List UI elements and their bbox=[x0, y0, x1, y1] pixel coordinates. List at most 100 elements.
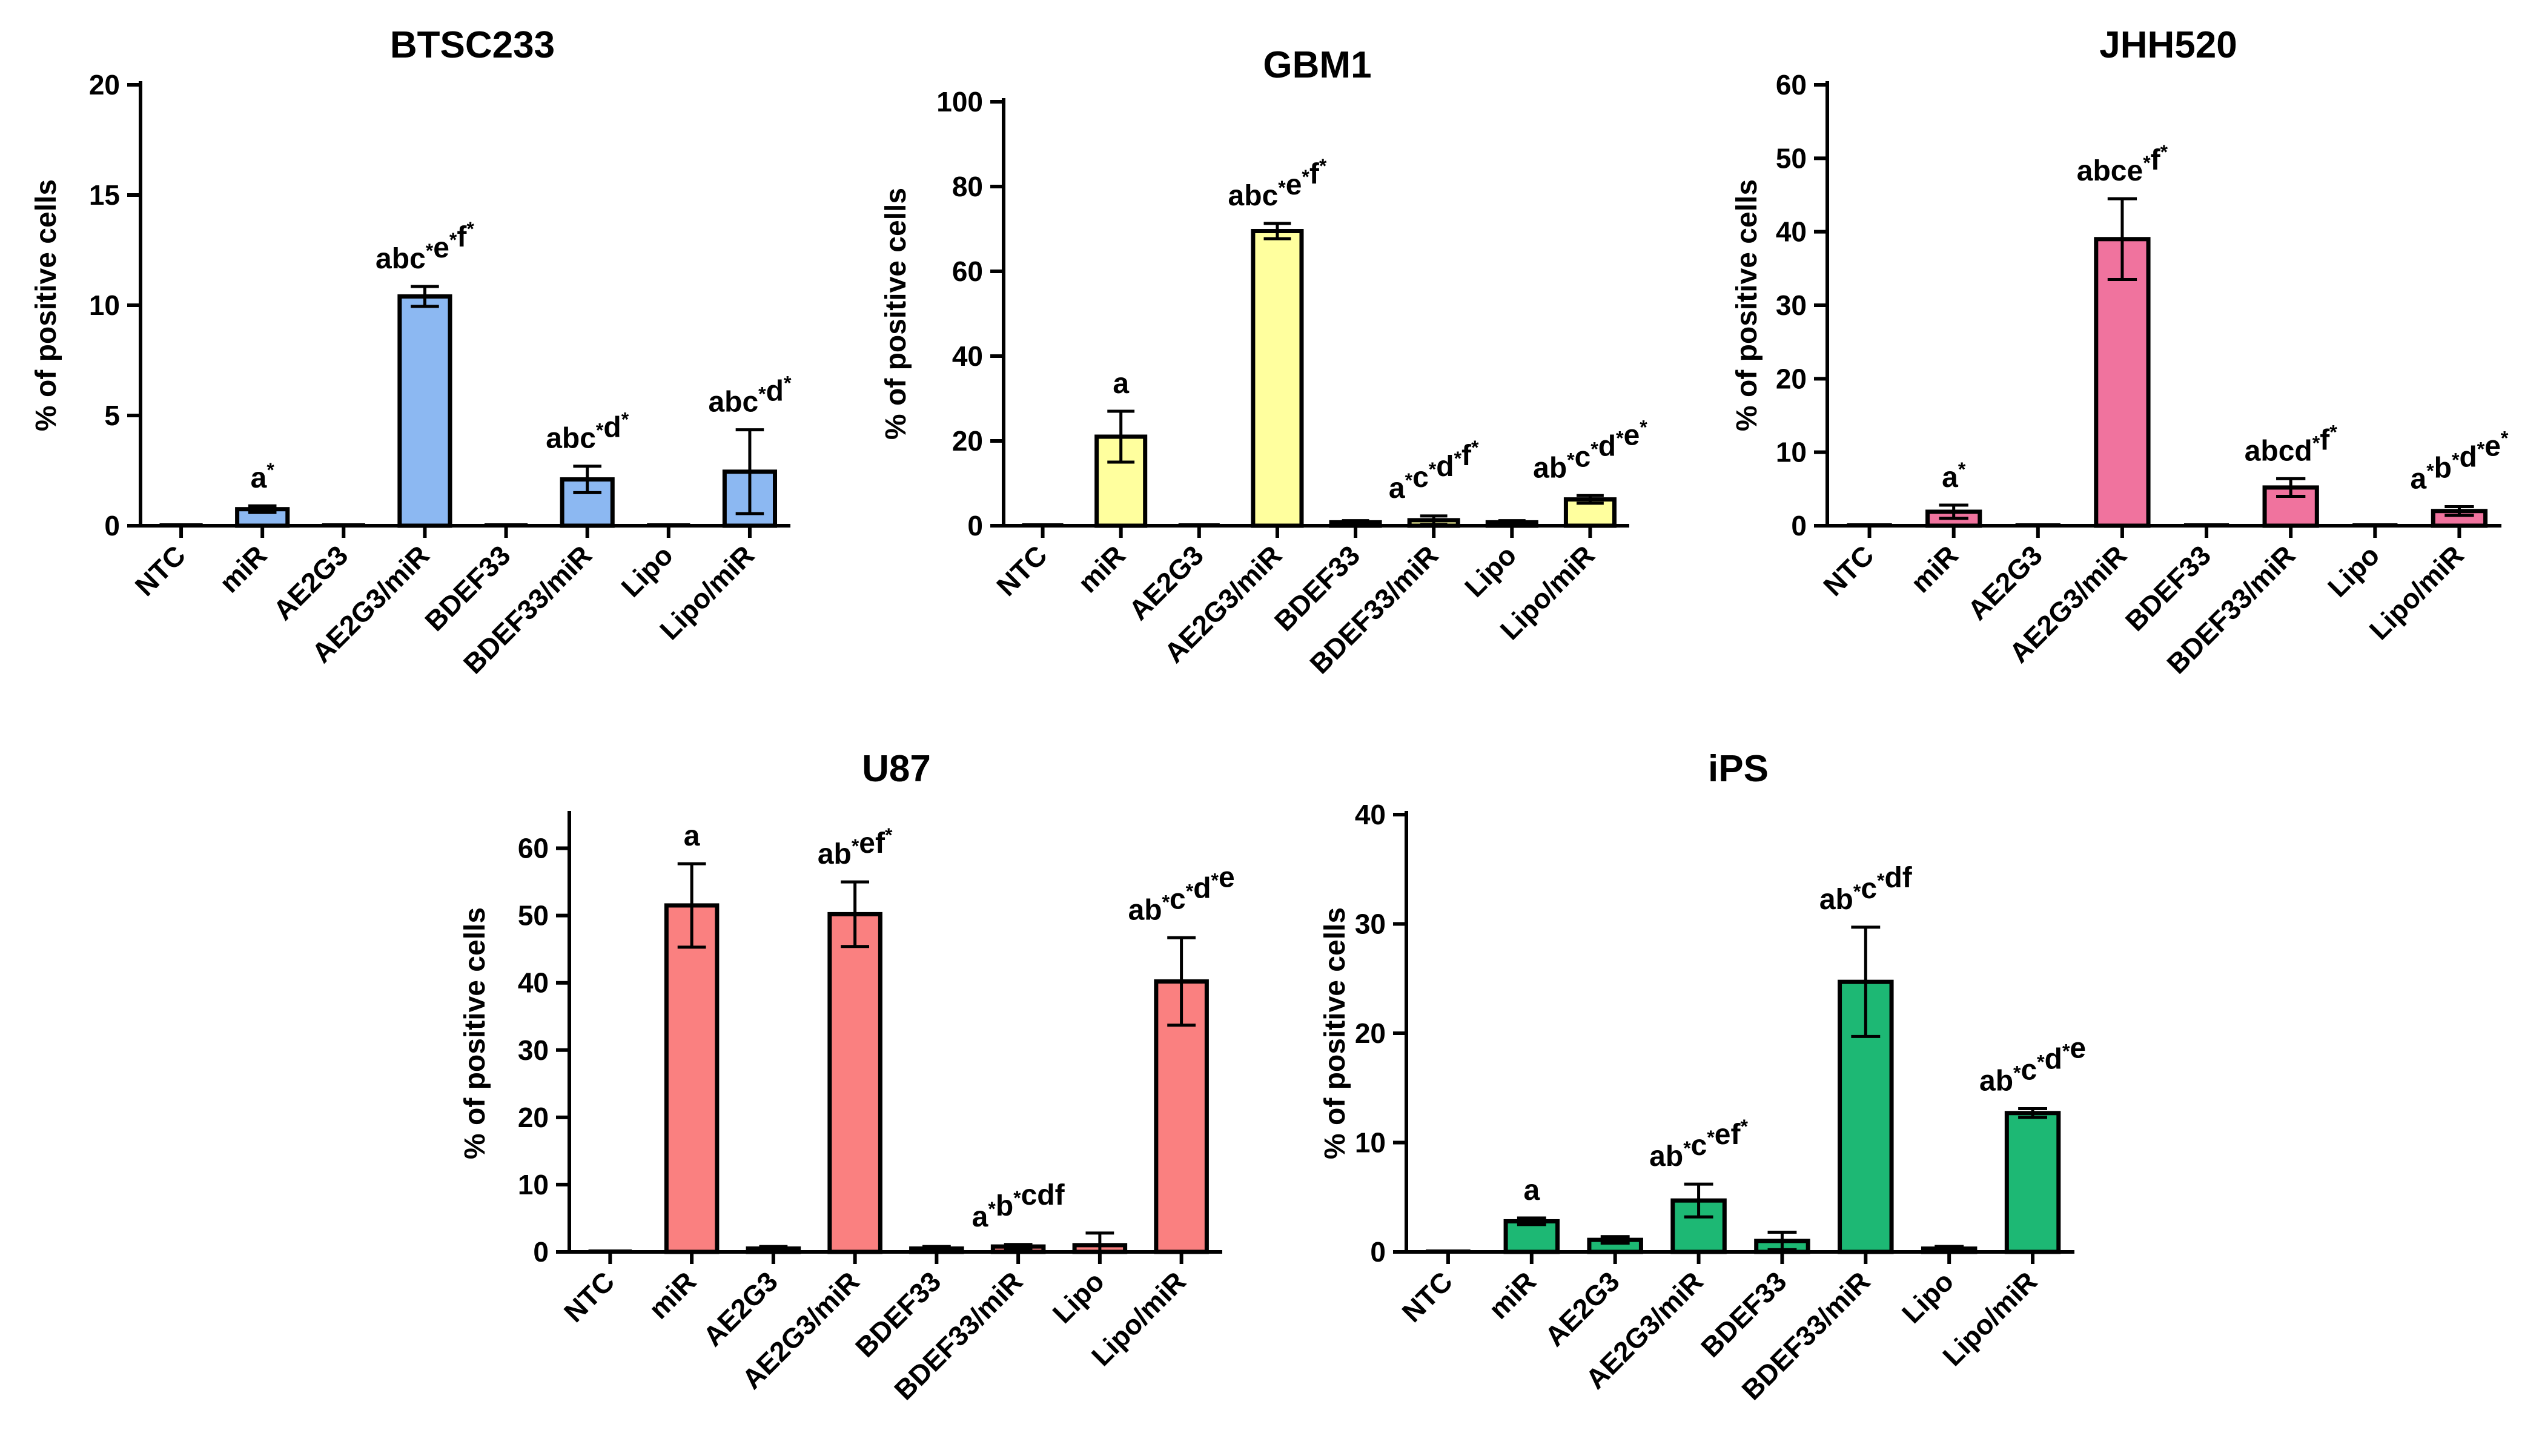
error-bar bbox=[1342, 519, 1369, 526]
error-bar bbox=[1600, 1235, 1630, 1245]
y-axis-label: % of positive cells bbox=[459, 907, 491, 1159]
error-bar bbox=[1263, 222, 1291, 240]
significance-label: a bbox=[684, 820, 700, 852]
chart-title: iPS bbox=[1708, 748, 1769, 790]
bar-ae2g3-mir bbox=[2094, 237, 2151, 528]
significance-label: abc*d* bbox=[546, 409, 629, 455]
y-tick-label: 20 bbox=[518, 1102, 549, 1133]
error-bar bbox=[1167, 936, 1196, 1027]
chart-panel-gbm1: GBM1 % of positive cells 0 20 40 60 80 100 NTC a m… bbox=[880, 44, 1647, 680]
x-tick-label: AE2G3 bbox=[1961, 539, 2048, 626]
chart-title: JHH520 bbox=[2099, 24, 2237, 66]
chart-panel-btsc233: BTSC233 % of positive cells 0 5 10 15 20 NTC a* m… bbox=[30, 24, 792, 680]
x-tick-label: Lipo bbox=[1458, 539, 1522, 603]
x-tick-label: NTC bbox=[990, 539, 1053, 602]
y-tick-label: 60 bbox=[1776, 69, 1807, 101]
y-tick-label: 20 bbox=[952, 425, 983, 457]
bar-mir bbox=[664, 903, 720, 1254]
significance-label: a bbox=[1113, 368, 1129, 400]
error-bar bbox=[1935, 1245, 1964, 1252]
y-axis-label: % of positive cells bbox=[1731, 179, 1763, 431]
significance-label: a* bbox=[1942, 458, 1966, 494]
significance-label: ab*c*d*e bbox=[1128, 861, 1235, 926]
significance-label: a*b*d*e* bbox=[2411, 427, 2509, 495]
y-tick-label: 10 bbox=[1776, 437, 1807, 468]
x-tick-label: Lipo bbox=[1896, 1265, 1959, 1329]
error-bar bbox=[922, 1245, 951, 1252]
error-bar bbox=[2276, 477, 2306, 498]
y-tick-label: 0 bbox=[967, 510, 983, 541]
significance-label: a*b*cdf bbox=[972, 1179, 1065, 1233]
y-tick-label: 10 bbox=[518, 1169, 549, 1200]
y-tick-label: 5 bbox=[104, 400, 120, 431]
y-tick-label: 60 bbox=[952, 256, 983, 287]
y-tick-label: 100 bbox=[936, 86, 983, 117]
significance-label: ab*c*df bbox=[1819, 862, 1913, 916]
error-bar bbox=[1420, 514, 1448, 526]
error-bar bbox=[1107, 409, 1135, 464]
chart-panel-ips: iPS% of positive cells010203040NTCamiRAE… bbox=[1319, 748, 2086, 1406]
y-tick-label: 40 bbox=[1355, 799, 1386, 830]
y-tick-label: 30 bbox=[1776, 290, 1807, 321]
significance-label: abcd*f* bbox=[2245, 421, 2337, 467]
error-bar bbox=[1517, 1216, 1546, 1226]
y-tick-label: 20 bbox=[1355, 1018, 1386, 1049]
y-tick-label: 0 bbox=[1791, 510, 1807, 541]
y-axis-label: % of positive cells bbox=[1319, 907, 1351, 1159]
significance-label: a*c*d*f* bbox=[1389, 437, 1479, 505]
error-bar bbox=[1498, 519, 1526, 526]
error-bar bbox=[2444, 505, 2474, 517]
y-tick-label: 60 bbox=[518, 833, 549, 864]
error-bar bbox=[735, 428, 764, 515]
y-tick-label: 0 bbox=[104, 510, 120, 541]
y-tick-label: 50 bbox=[518, 900, 549, 932]
y-tick-label: 10 bbox=[1355, 1127, 1386, 1159]
y-tick-label: 40 bbox=[952, 340, 983, 372]
x-tick-label: miR bbox=[1483, 1265, 1542, 1325]
significance-label: abc*e*f* bbox=[1228, 155, 1327, 212]
error-bar bbox=[573, 465, 601, 494]
y-tick-label: 0 bbox=[1370, 1236, 1386, 1268]
y-tick-label: 20 bbox=[89, 69, 120, 101]
y-tick-label: 20 bbox=[1776, 363, 1807, 394]
error-bar bbox=[248, 504, 277, 514]
x-tick-label: miR bbox=[643, 1265, 702, 1325]
y-tick-label: 0 bbox=[533, 1236, 549, 1268]
significance-label: ab*ef* bbox=[818, 824, 893, 870]
significance-label: ab*c*ef* bbox=[1649, 1116, 1748, 1173]
significance-label: a bbox=[1523, 1174, 1540, 1206]
bar-ae2g3-mir bbox=[397, 294, 452, 528]
error-bar bbox=[1577, 494, 1604, 505]
error-bar bbox=[2107, 197, 2137, 282]
significance-label: ab*c*d*e bbox=[1979, 1033, 2086, 1097]
error-bar bbox=[1851, 925, 1881, 1038]
y-tick-label: 10 bbox=[89, 290, 120, 321]
chart-panel-jhh520: JHH520 % of positive cells 0 10 20 30 40 50 60 NT… bbox=[1731, 24, 2509, 680]
significance-label: abc*d* bbox=[708, 372, 792, 419]
y-tick-label: 30 bbox=[518, 1034, 549, 1066]
y-tick-label: 40 bbox=[518, 967, 549, 999]
x-tick-label: NTC bbox=[129, 539, 192, 602]
y-axis-label: % of positive cells bbox=[880, 188, 912, 440]
y-axis-label: % of positive cells bbox=[30, 179, 62, 431]
error-bar bbox=[1939, 503, 1968, 520]
error-bar bbox=[1004, 1243, 1033, 1250]
error-bar bbox=[411, 285, 439, 308]
significance-label: abce*f* bbox=[2077, 141, 2168, 187]
x-tick-label: NTC bbox=[1395, 1265, 1458, 1328]
bar-ae2g3-mir bbox=[1251, 229, 1304, 528]
chart-title: U87 bbox=[862, 748, 931, 790]
error-bar bbox=[2018, 1107, 2047, 1119]
significance-label: a* bbox=[251, 459, 275, 494]
bar-lipo-mir bbox=[2004, 1111, 2061, 1254]
x-tick-label: Lipo bbox=[615, 539, 678, 603]
y-tick-label: 50 bbox=[1776, 142, 1807, 174]
significance-label: abc*e*f* bbox=[376, 218, 474, 275]
error-bar bbox=[1684, 1182, 1713, 1219]
bar-mir bbox=[1503, 1219, 1560, 1254]
y-tick-label: 40 bbox=[1776, 216, 1807, 248]
x-tick-label: NTC bbox=[1817, 539, 1880, 602]
x-tick-label: NTC bbox=[558, 1265, 621, 1328]
chart-title: GBM1 bbox=[1263, 44, 1371, 86]
